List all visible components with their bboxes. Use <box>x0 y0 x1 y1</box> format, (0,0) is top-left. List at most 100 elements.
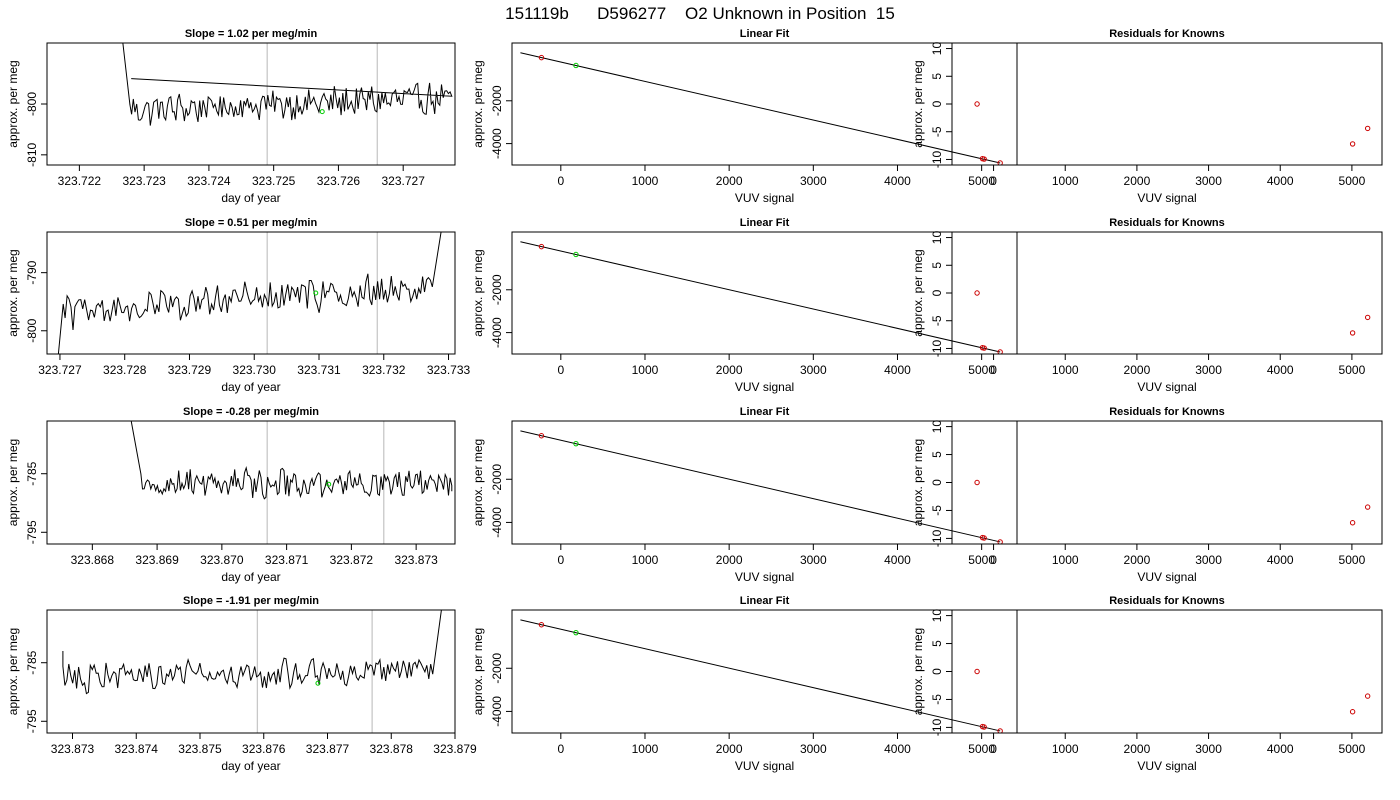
y-tick-label: -5 <box>930 126 944 137</box>
x-tick-label: 323.727 <box>381 174 425 188</box>
x-tick-label: 1000 <box>632 363 659 377</box>
x-tick-label: 1000 <box>1052 363 1079 377</box>
unknown-point <box>319 109 325 115</box>
x-tick-label: 3000 <box>800 553 827 567</box>
y-tick-label: 0 <box>930 479 944 486</box>
x-axis-label: day of year <box>221 191 280 205</box>
y-tick-label: -785 <box>25 650 39 674</box>
known-point <box>974 668 980 675</box>
known-point <box>997 539 1003 544</box>
plot-area <box>974 479 1371 526</box>
y-tick-label: -4000 <box>490 507 504 538</box>
x-tick-label: 1000 <box>1052 174 1079 188</box>
x-tick-label: 1000 <box>632 174 659 188</box>
y-axis-label: approx. per meg <box>6 249 20 336</box>
x-tick-label: 323.731 <box>297 363 341 377</box>
x-axis-label: VUV signal <box>735 380 794 394</box>
panel-title: Linear Fit <box>740 595 790 607</box>
y-axis-label: approx. per meg <box>911 60 925 147</box>
chart-panel-1-3: 0 1000 2000 3000 4000 5000 10 5 0 -5 -10 Residuals … <box>911 28 1383 205</box>
plot-area <box>520 619 1003 733</box>
x-tick-label: 0 <box>557 174 564 188</box>
x-tick-label: 323.868 <box>71 553 115 567</box>
known-point <box>1364 314 1371 321</box>
y-axis-label: approx. per meg <box>911 439 925 526</box>
y-tick-label: -10 <box>930 339 944 357</box>
unknown-point <box>573 62 579 69</box>
y-tick-label: -810 <box>25 143 39 167</box>
y-tick-label: -4000 <box>490 128 504 159</box>
plot-area <box>974 290 1371 336</box>
x-tick-label: 1000 <box>632 553 659 567</box>
x-tick-label: 2000 <box>716 553 743 567</box>
plot-frame <box>511 231 1018 355</box>
chart-panel-4-1: 323.873 323.874 323.875 323.876 323.877 323.8… <box>6 595 477 773</box>
page-title: 151119b D596277 O2 Unknown in Position 1… <box>505 4 895 23</box>
x-tick-label: 323.722 <box>58 174 102 188</box>
x-tick-label: 323.874 <box>115 742 159 756</box>
y-axis-label: approx. per meg <box>911 249 925 336</box>
x-tick-label: 323.873 <box>51 742 95 756</box>
x-tick-label: 5000 <box>968 742 995 756</box>
known-point <box>538 54 545 61</box>
y-tick-label: -10 <box>930 718 944 736</box>
y-tick-label: 5 <box>930 640 944 647</box>
y-tick-label: -5 <box>930 694 944 705</box>
y-axis-label: approx. per meg <box>6 628 20 715</box>
y-axis-label: approx. per meg <box>471 439 485 526</box>
y-tick-label: -5 <box>930 315 944 326</box>
x-tick-label: 323.877 <box>306 742 350 756</box>
known-point <box>1349 330 1356 336</box>
x-tick-label: 0 <box>557 553 564 567</box>
plot-area <box>62 610 442 695</box>
x-tick-label: 2000 <box>716 363 743 377</box>
y-tick-label: 5 <box>930 262 944 269</box>
x-axis-label: day of year <box>221 570 280 584</box>
chart-panel-2-3: 0 1000 2000 3000 4000 5000 10 5 0 -5 -10 Residuals … <box>911 217 1383 394</box>
plot-frame <box>46 231 456 355</box>
plot-frame <box>511 42 1018 166</box>
panels: 323.722 323.723 323.724 323.725 323.726 323.7… <box>6 28 1383 773</box>
y-tick-label: -4000 <box>490 696 504 727</box>
x-tick-label: 323.870 <box>200 553 244 567</box>
x-tick-label: 5000 <box>968 553 995 567</box>
known-point <box>981 724 987 730</box>
unknown-point <box>573 440 579 447</box>
fit-line <box>520 430 1001 543</box>
x-tick-label: 323.730 <box>233 363 277 377</box>
y-tick-label: -4000 <box>490 317 504 348</box>
known-point <box>997 160 1003 165</box>
panel-title: Slope = -0.28 per meg/min <box>183 406 319 418</box>
x-tick-label: 323.724 <box>187 174 231 188</box>
series-line <box>122 43 453 126</box>
x-tick-label: 3000 <box>1195 742 1222 756</box>
known-point <box>981 156 987 162</box>
plot-frame <box>511 609 1018 734</box>
x-axis-label: day of year <box>221 759 280 773</box>
x-tick-label: 4000 <box>884 174 911 188</box>
known-point <box>1349 709 1356 715</box>
y-tick-label: 0 <box>930 289 944 296</box>
fit-line <box>520 52 1001 164</box>
x-tick-label: 323.875 <box>178 742 222 756</box>
known-point <box>538 433 545 439</box>
x-tick-label: 323.871 <box>265 553 309 567</box>
x-axis-label: day of year <box>221 380 280 394</box>
panel-title: Slope = 1.02 per meg/min <box>185 28 318 40</box>
x-axis-label: VUV signal <box>735 759 794 773</box>
plot-area <box>520 52 1003 165</box>
x-tick-label: 0 <box>990 174 997 188</box>
x-tick-label: 0 <box>557 363 564 377</box>
x-tick-label: 1000 <box>632 742 659 756</box>
chart-panel-3-1: 323.868 323.869 323.870 323.871 323.872 323.8… <box>6 406 456 584</box>
plot-area <box>57 232 442 354</box>
unknown-point <box>313 290 319 296</box>
x-tick-label: 2000 <box>1124 363 1151 377</box>
x-tick-label: 3000 <box>800 174 827 188</box>
x-tick-label: 4000 <box>1267 553 1294 567</box>
panel-title: Residuals for Knowns <box>1109 406 1225 418</box>
x-tick-label: 323.723 <box>122 174 166 188</box>
plot-area <box>974 668 1371 715</box>
